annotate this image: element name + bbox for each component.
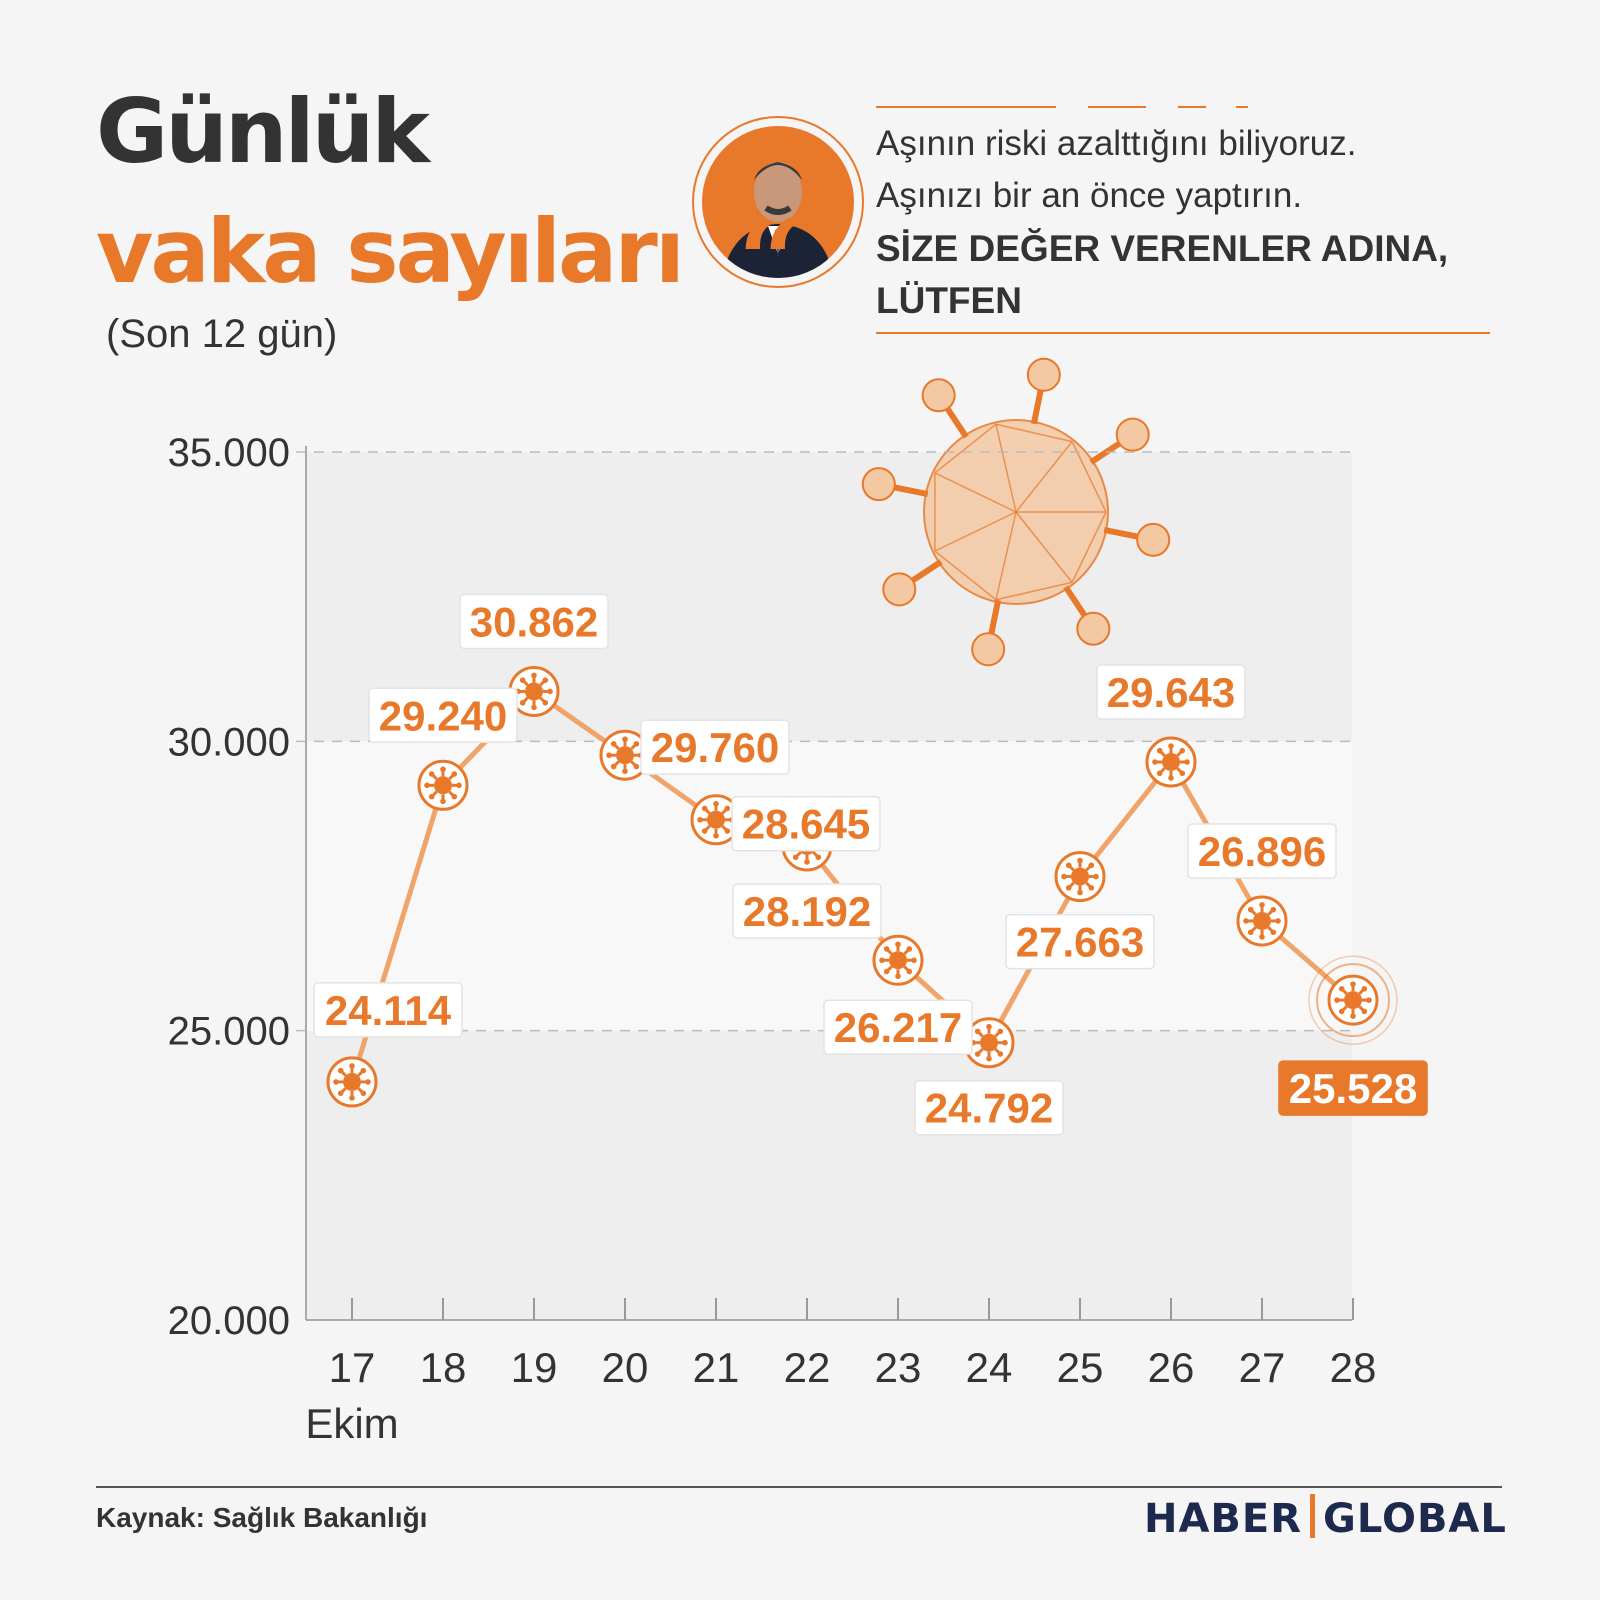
y-tick-label: 25.000	[168, 1010, 290, 1054]
x-tick-label: 22	[784, 1344, 831, 1391]
data-point-virus-icon	[1236, 895, 1288, 947]
x-tick-label: 19	[511, 1344, 558, 1391]
data-label-box	[823, 999, 973, 1055]
page-subtitle: (Son 12 gün)	[106, 312, 338, 356]
quote-mark-icon: “	[738, 196, 802, 325]
x-tick-label: 25	[1057, 1344, 1104, 1391]
x-tick-label: 28	[1330, 1344, 1377, 1391]
portrait-avatar	[692, 116, 864, 288]
data-label: 29.643	[1107, 669, 1235, 716]
data-point-virus-icon	[872, 934, 924, 986]
y-tick-label: 30.000	[168, 720, 290, 764]
brand-logo-left: HABER	[1144, 1496, 1303, 1542]
source-label: Kaynak: Sağlık Bakanlığı	[96, 1502, 428, 1533]
data-label-box	[914, 1079, 1064, 1136]
data-label-box	[459, 593, 609, 650]
data-point-virus-icon	[1145, 736, 1197, 788]
x-month-label: Ekim	[305, 1400, 398, 1447]
data-label-box	[1005, 913, 1155, 970]
data-point-virus-icon	[690, 794, 742, 846]
x-tick-label: 23	[875, 1344, 922, 1391]
brand-logo-right: GLOBAL	[1323, 1496, 1507, 1542]
data-label: 29.240	[379, 692, 507, 739]
page-title-line2: vaka sayıları	[96, 200, 685, 303]
data-label-box	[313, 982, 463, 1038]
data-label: 25.528	[1289, 1065, 1417, 1112]
data-label-box	[731, 795, 881, 852]
x-tick-label: 24	[966, 1344, 1013, 1391]
data-label: 28.192	[743, 888, 871, 935]
virus-decoration-icon	[861, 357, 1171, 667]
x-tick-label: 21	[693, 1344, 740, 1391]
data-label: 29.760	[651, 724, 779, 771]
data-label-box	[640, 719, 790, 775]
data-point-virus-icon	[326, 1056, 378, 1108]
data-label-box	[1187, 823, 1337, 879]
data-label: 27.663	[1016, 919, 1144, 966]
y-tick-label: 20.000	[168, 1299, 290, 1343]
x-tick-label: 17	[329, 1344, 376, 1391]
quote-line-3: SİZE DEĞER VERENLER ADINA,	[876, 228, 1449, 269]
data-point-virus-icon	[1054, 851, 1106, 903]
page-title-line1: Günlük	[96, 80, 430, 183]
data-label: 24.114	[325, 987, 452, 1034]
data-label-box	[368, 687, 518, 744]
data-label-box	[732, 883, 882, 939]
x-tick-label: 18	[420, 1344, 467, 1391]
data-point-virus-icon	[417, 759, 469, 811]
data-point-virus-icon	[963, 1017, 1015, 1069]
quote-bottom-divider	[876, 332, 1490, 334]
footer-divider	[96, 1486, 1502, 1488]
data-label-box	[1278, 1060, 1428, 1116]
x-tick-label: 27	[1239, 1344, 1286, 1391]
brand-separator	[1310, 1494, 1316, 1538]
quote-line-1: Aşının riski azalttığını biliyoruz.	[876, 124, 1357, 163]
x-tick-label: 26	[1148, 1344, 1195, 1391]
highlight-ring	[1316, 963, 1390, 1038]
quote-line-4: LÜTFEN	[876, 280, 1022, 321]
highlight-ring	[1308, 955, 1398, 1045]
data-label: 24.792	[925, 1085, 1053, 1132]
plot-band-bottom	[306, 1030, 1352, 1320]
data-label: 30.862	[470, 598, 598, 645]
data-label: 28.645	[742, 801, 870, 848]
quote-line-2: Aşınızı bir an önce yaptırın.	[876, 176, 1303, 215]
data-point-virus-icon	[599, 729, 651, 781]
data-label: 26.217	[834, 1004, 962, 1051]
quote-top-divider	[876, 106, 1256, 108]
person-icon	[702, 126, 854, 278]
y-tick-label: 35.000	[168, 431, 290, 475]
x-tick-label: 20	[602, 1344, 649, 1391]
data-label-box	[1096, 664, 1246, 720]
brand-logo: HABER GLOBAL	[1144, 1494, 1507, 1542]
data-point-virus-icon	[508, 665, 560, 717]
data-label: 26.896	[1198, 828, 1326, 875]
data-point-virus-icon	[1327, 974, 1379, 1026]
